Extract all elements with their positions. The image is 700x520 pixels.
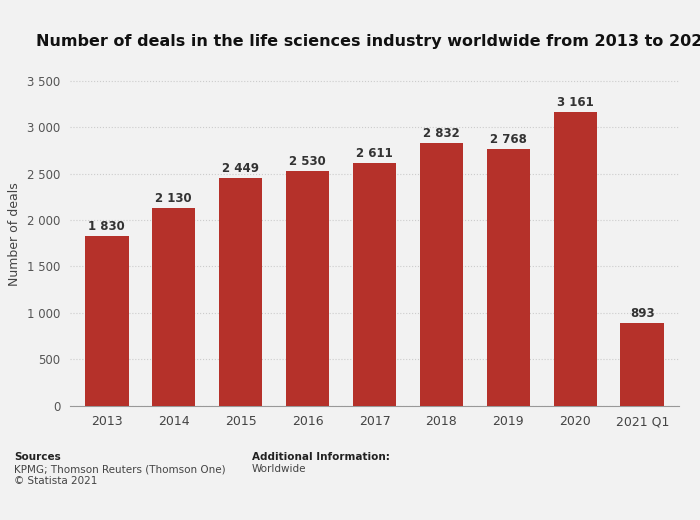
Text: 1 830: 1 830 bbox=[88, 219, 125, 232]
Text: Worldwide: Worldwide bbox=[252, 452, 307, 474]
Text: 2 768: 2 768 bbox=[490, 133, 527, 146]
Y-axis label: Number of deals: Number of deals bbox=[8, 182, 21, 286]
Title: Number of deals in the life sciences industry worldwide from 2013 to 2021: Number of deals in the life sciences ind… bbox=[36, 34, 700, 49]
Text: 893: 893 bbox=[630, 306, 654, 319]
Bar bbox=[286, 171, 329, 406]
Text: Sources: Sources bbox=[14, 452, 61, 462]
Bar bbox=[219, 178, 262, 406]
Bar bbox=[152, 208, 195, 406]
Text: 2 611: 2 611 bbox=[356, 147, 393, 160]
Bar bbox=[554, 112, 597, 406]
Bar bbox=[620, 323, 664, 406]
Text: 2 530: 2 530 bbox=[289, 154, 326, 167]
Bar bbox=[85, 236, 129, 406]
Bar bbox=[420, 143, 463, 406]
Text: 2 130: 2 130 bbox=[155, 192, 192, 205]
Bar bbox=[353, 163, 396, 406]
Text: 3 161: 3 161 bbox=[557, 96, 594, 109]
Text: Additional Information:: Additional Information: bbox=[252, 452, 390, 462]
Bar bbox=[486, 149, 530, 406]
Text: 2 449: 2 449 bbox=[222, 162, 259, 175]
Text: KPMG; Thomson Reuters (Thomson One)
© Statista 2021: KPMG; Thomson Reuters (Thomson One) © St… bbox=[14, 452, 225, 486]
Text: 2 832: 2 832 bbox=[423, 127, 460, 140]
